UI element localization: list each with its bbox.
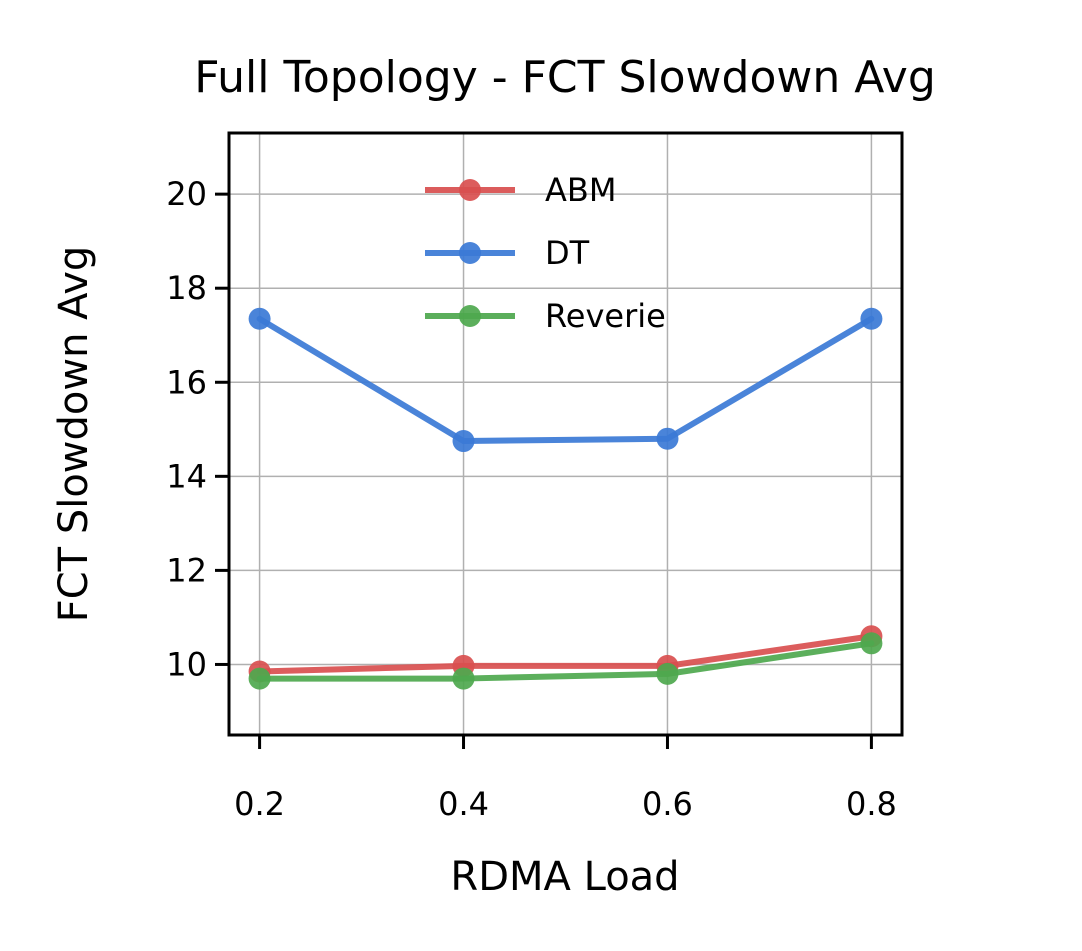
data-point-dt [656, 427, 679, 450]
y-tick-label: 14 [166, 457, 207, 495]
data-point-reverie [656, 662, 679, 685]
legend-marker-dt [459, 242, 481, 264]
chart-title: Full Topology - FCT Slowdown Avg [194, 52, 936, 103]
y-tick-label: 12 [166, 551, 207, 589]
data-point-dt [860, 307, 883, 330]
legend-label-abm: ABM [545, 171, 616, 209]
x-axis-label: RDMA Load [450, 854, 679, 900]
series-line-dt [256, 315, 875, 445]
y-tick-label: 16 [166, 363, 207, 401]
series-line-abm [256, 633, 875, 675]
data-point-reverie [248, 667, 271, 690]
x-tick-label: 0.6 [642, 785, 693, 823]
x-tick-label: 0.8 [846, 785, 897, 823]
data-point-dt [248, 307, 271, 330]
legend-marker-abm [459, 179, 481, 201]
x-axis: 0.2 0.4 0.6 0.8 [234, 735, 897, 823]
series-layer [248, 307, 883, 690]
series-line-reverie [256, 640, 875, 682]
data-point-dt [452, 430, 475, 453]
data-point-reverie [452, 667, 475, 690]
y-axis-label: FCT Slowdown Avg [51, 246, 97, 623]
y-tick-label: 10 [166, 645, 207, 683]
legend-marker-reverie [459, 305, 481, 327]
y-tick-label: 20 [166, 175, 207, 213]
legend-label-dt: DT [545, 234, 590, 272]
y-axis: 10 12 14 16 18 20 [166, 175, 229, 683]
data-point-reverie [860, 632, 883, 655]
y-tick-label: 18 [166, 269, 207, 307]
x-tick-label: 0.2 [234, 785, 285, 823]
x-tick-label: 0.4 [438, 785, 489, 823]
plot-frame [227, 131, 904, 737]
legend-label-reverie: Reverie [545, 297, 666, 335]
legend: ABM DT Reverie [425, 171, 666, 335]
